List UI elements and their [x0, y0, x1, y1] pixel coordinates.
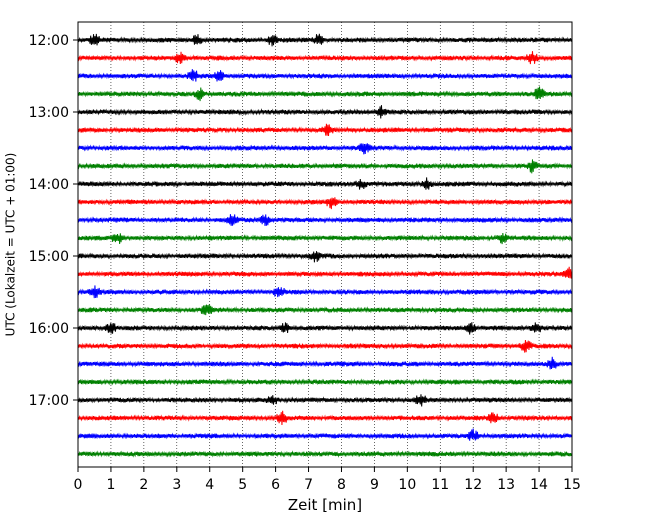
x-tick-label: 2 — [139, 477, 148, 493]
x-tick-label: 8 — [337, 477, 346, 493]
y-tick-label: 15:00 — [29, 249, 69, 265]
x-tick-label: 14 — [530, 477, 548, 493]
trace-1200 — [77, 33, 573, 47]
trace-1715 — [77, 410, 573, 425]
x-tick-label: 15 — [563, 477, 581, 493]
trace-1645 — [77, 378, 573, 386]
seismic-traces — [77, 33, 573, 458]
x-tick-label: 12 — [464, 477, 482, 493]
y-tick-label: 13:00 — [29, 105, 69, 121]
trace-1430 — [77, 214, 573, 226]
trace-1345 — [77, 159, 573, 174]
trace-1230 — [77, 69, 573, 82]
y-tick-label: 17:00 — [29, 393, 69, 409]
x-axis-label: Zeit [min] — [288, 496, 362, 514]
trace-1530 — [77, 285, 573, 299]
x-tick-label: 10 — [398, 477, 416, 493]
x-tick-label: 4 — [205, 477, 214, 493]
x-tick-label: 1 — [106, 477, 115, 493]
axes: 0 1 2 3 4 5 6 7 8 9 10 11 12 13 14 1512:0013:0014:0015:… — [29, 33, 581, 493]
y-axis-label: UTC (Lokalzeit = UTC + 01:00) — [4, 153, 18, 337]
trace-1330 — [77, 143, 573, 155]
x-tick-label: 11 — [431, 477, 449, 493]
y-tick-label: 12:00 — [29, 33, 69, 49]
x-tick-label: 5 — [238, 477, 247, 493]
trace-1600 — [77, 322, 573, 335]
x-tick-label: 9 — [370, 477, 379, 493]
y-tick-label: 14:00 — [29, 177, 69, 193]
x-tick-label: 13 — [497, 477, 515, 493]
grid-lines — [110, 22, 540, 467]
trace-1630 — [77, 356, 573, 370]
trace-1315 — [77, 123, 573, 137]
plot-frame — [77, 21, 573, 468]
trace-1400 — [77, 177, 573, 190]
trace-1500 — [77, 251, 573, 263]
trace-1700 — [77, 394, 573, 407]
trace-1745 — [77, 450, 573, 458]
trace-1545 — [77, 304, 573, 316]
trace-1515 — [77, 266, 573, 279]
x-tick-label: 7 — [304, 477, 313, 493]
y-tick-label: 16:00 — [29, 321, 69, 337]
trace-1300 — [77, 105, 573, 119]
trace-1215 — [77, 51, 573, 65]
trace-1615 — [77, 339, 573, 353]
x-tick-label: 3 — [172, 477, 181, 493]
trace-1245 — [77, 86, 573, 102]
trace-1415 — [77, 197, 573, 210]
x-tick-label: 0 — [74, 477, 83, 493]
trace-1445 — [77, 232, 573, 245]
x-tick-label: 6 — [271, 477, 280, 493]
trace-1730 — [77, 428, 573, 441]
